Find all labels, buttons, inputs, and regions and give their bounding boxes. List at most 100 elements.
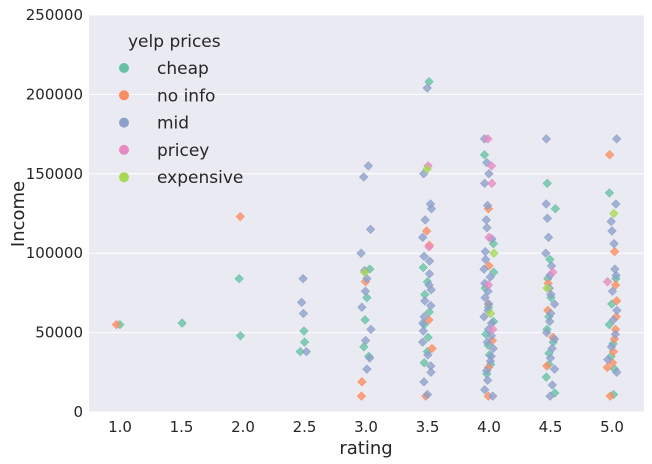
data-point-mid [479, 264, 489, 274]
y-tick-label: 0 [73, 403, 83, 421]
data-point-no-info [356, 391, 367, 401]
data-point-mid [424, 269, 435, 279]
data-point-pricey [483, 280, 494, 290]
data-point-mid [482, 366, 492, 376]
data-point-no-info [421, 226, 432, 236]
data-point-mid [611, 270, 621, 281]
legend-label: expensive [157, 168, 243, 188]
y-axis-label: Income [8, 181, 29, 247]
data-point-pricey [484, 232, 494, 242]
data-point-mid [356, 248, 366, 258]
x-tick-label: 2.0 [231, 418, 255, 436]
legend: yelp prices cheap no info mid pricey expensi… [119, 32, 243, 188]
data-point-pricey [488, 324, 498, 335]
data-point-cheap [295, 347, 305, 357]
data-point-mid [418, 337, 428, 347]
data-point-mid [480, 385, 490, 395]
x-tick-label: 4.5 [539, 418, 563, 436]
data-point-mid [545, 353, 556, 363]
data-point-mid [418, 232, 428, 242]
data-point-no-info [605, 391, 615, 401]
y-tick-label: 100000 [26, 244, 83, 262]
data-point-mid [426, 300, 436, 311]
data-point-mid [362, 364, 372, 374]
legend-marker-mid [119, 117, 129, 128]
data-point-expensive [422, 164, 432, 174]
data-point-mid [357, 302, 367, 312]
data-point-no-info [235, 212, 245, 222]
data-point-no-info [111, 320, 121, 330]
x-tick-label: 1.0 [108, 418, 132, 436]
data-point-mid [485, 356, 496, 366]
data-point-mid [545, 391, 555, 401]
data-point-expensive [489, 248, 499, 258]
data-point-mid [298, 273, 308, 284]
data-point-mid [422, 83, 432, 93]
data-point-mid [606, 216, 616, 227]
data-point-mid [366, 324, 376, 335]
y-axis-ticks: 0 50000 100000 150000 200000 250000 [26, 6, 83, 421]
data-point-no-info [427, 343, 437, 354]
x-axis-label: rating [339, 438, 392, 459]
data-point-mid [420, 296, 430, 306]
data-point-mid [549, 334, 560, 344]
data-point-expensive [360, 267, 370, 277]
data-point-mid [541, 248, 551, 258]
legend-marker-expensive [119, 172, 129, 183]
x-tick-label: 2.5 [293, 418, 317, 436]
data-point-mid [542, 213, 552, 223]
data-point-cheap [235, 331, 246, 341]
y-tick-label: 50000 [35, 324, 83, 342]
data-point-cheap [299, 337, 310, 347]
data-point-no-info [357, 377, 367, 387]
data-point-mid [612, 134, 622, 144]
data-point-cheap [234, 273, 244, 284]
data-point-mid [426, 285, 436, 295]
legend-title: yelp prices [128, 32, 221, 52]
data-point-cheap [362, 293, 372, 303]
legend-label: cheap [157, 59, 209, 79]
data-point-mid [420, 215, 430, 225]
data-point-mid [480, 178, 490, 188]
data-point-mid [603, 354, 613, 365]
data-point-mid [482, 223, 492, 233]
data-point-cheap [419, 358, 429, 368]
data-point-mid [549, 299, 560, 309]
data-point-mid [484, 169, 494, 179]
data-point-mid [424, 256, 435, 266]
data-point-cheap [359, 342, 369, 352]
data-point-mid [488, 391, 498, 401]
data-point-mid [547, 380, 557, 390]
data-point-mid [426, 204, 437, 214]
data-point-mid [422, 389, 433, 400]
data-point-mid [365, 224, 376, 235]
data-point-pricey [483, 134, 493, 144]
data-point-mid [480, 293, 490, 303]
data-point-mid [541, 199, 551, 209]
data-point-mid [546, 308, 556, 319]
data-point-cheap [423, 332, 433, 342]
data-point-mid [479, 312, 489, 322]
data-point-cheap [550, 204, 560, 214]
data-point-mid [426, 367, 436, 377]
y-tick-label: 200000 [26, 85, 83, 103]
data-point-mid [607, 286, 618, 296]
legend-label: mid [157, 114, 189, 134]
data-point-no-info [602, 362, 612, 373]
data-point-no-info [542, 361, 552, 371]
data-point-mid [486, 331, 497, 341]
data-point-mid [609, 239, 619, 249]
data-point-mid [543, 232, 554, 242]
data-point-pricey [486, 161, 497, 171]
data-point-mid [485, 272, 495, 282]
data-points [111, 77, 622, 401]
data-point-pricey [424, 242, 434, 252]
legend-marker-no-info [119, 90, 129, 101]
x-tick-label: 3.5 [416, 418, 440, 436]
x-tick-label: 1.5 [170, 418, 194, 436]
data-point-mid [423, 350, 433, 360]
data-point-mid [418, 326, 428, 336]
data-point-mid [482, 200, 493, 211]
data-point-cheap [541, 372, 551, 382]
